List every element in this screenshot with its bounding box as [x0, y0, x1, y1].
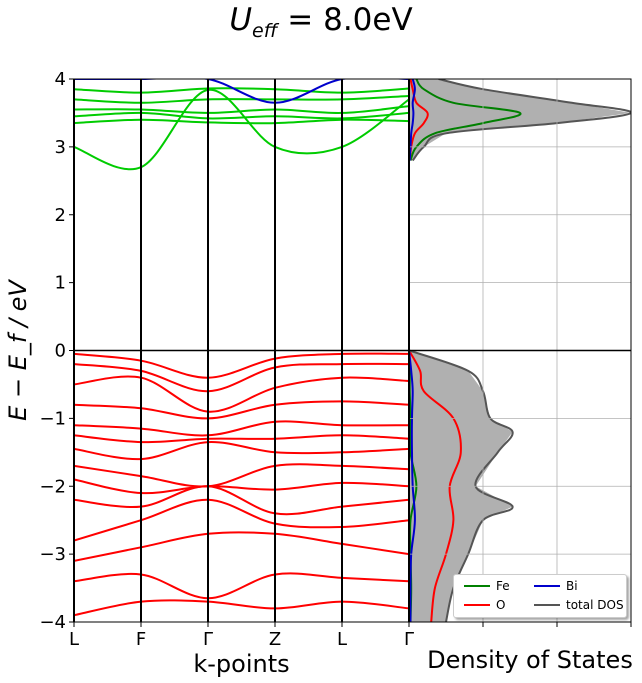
y-tick-label: −4	[39, 612, 66, 633]
band-line-18	[74, 531, 409, 562]
band-line-5	[74, 87, 409, 94]
band-line-8	[74, 362, 409, 393]
band-line-9	[74, 375, 409, 413]
y-tick-label: 0	[55, 341, 66, 362]
y-tick-label: −3	[39, 544, 66, 565]
band-line-3	[74, 105, 409, 114]
band-line-2	[74, 111, 409, 120]
x-tick-label: F	[136, 629, 146, 650]
legend-item-fe: Fe	[464, 579, 510, 593]
y-tick-label: 4	[55, 69, 66, 90]
y-tick-label: 2	[55, 205, 66, 226]
band-line-17	[74, 498, 409, 542]
axes: −4 −3 −2 −1 0 1 2 3 4 L F Γ Z L Γk-points Density of St…	[4, 69, 633, 678]
legend-item-o: O	[464, 598, 505, 612]
y-tick-label: −1	[39, 408, 66, 429]
band-line-11	[74, 420, 409, 437]
band-line-14	[74, 463, 409, 488]
dos-line-total-dos-1	[411, 79, 631, 162]
dos-axis-label: Density of States	[427, 646, 633, 674]
legend-line-total	[534, 604, 560, 606]
dos-line-bi-1	[409, 79, 416, 161]
dos-line-fe-1	[409, 79, 522, 161]
band-line-7	[74, 352, 409, 379]
dos-line-bi-0	[409, 350, 416, 622]
legend-label-total: total DOS	[566, 598, 624, 612]
dos-frame	[408, 78, 632, 623]
legend-label-o: O	[496, 598, 506, 612]
band-line-13	[74, 441, 409, 461]
x-axis-label: k-points	[193, 650, 289, 678]
figure-title: Ueff = 8.0eV	[0, 2, 642, 42]
y-axis-label: E − E_f / eV	[4, 279, 32, 421]
x-tick-label: Z	[269, 629, 281, 650]
title-rest: = 8.0eV	[277, 2, 413, 38]
band-line-19	[74, 572, 409, 600]
title-main: U	[229, 2, 253, 38]
y-tick-label: −2	[39, 476, 66, 497]
legend-line-o	[464, 604, 490, 606]
band-line-6	[74, 79, 409, 104]
band-structure-plot	[74, 79, 409, 617]
legend-line-bi	[534, 585, 560, 587]
dos-total-fill-1	[409, 79, 631, 161]
band-line-10	[74, 400, 409, 420]
legend-label-bi: Bi	[566, 579, 578, 593]
dos-line-o-0	[409, 350, 462, 622]
x-tick-label: L	[69, 629, 79, 650]
band-line-16	[74, 485, 409, 516]
dos-legend: Fe Bi O total DOS	[453, 574, 627, 618]
band-line-15	[74, 478, 409, 495]
x-tick-label: Γ	[404, 629, 414, 650]
legend-line-fe	[464, 585, 490, 587]
x-tick-label: Γ	[203, 629, 213, 650]
legend-item-total: total DOS	[534, 598, 624, 612]
dos-line-total-dos-0	[409, 349, 514, 622]
band-line-20	[74, 599, 409, 617]
band-line-4	[74, 95, 409, 104]
band-line-12	[74, 434, 409, 444]
x-tick-label: L	[337, 629, 347, 650]
title-sub: eff	[252, 20, 278, 43]
y-tick-label: 3	[55, 137, 66, 158]
legend-item-bi: Bi	[534, 579, 578, 593]
y-tick-label: 1	[55, 273, 66, 294]
legend-label-fe: Fe	[496, 579, 510, 593]
band-line-1	[74, 118, 409, 125]
